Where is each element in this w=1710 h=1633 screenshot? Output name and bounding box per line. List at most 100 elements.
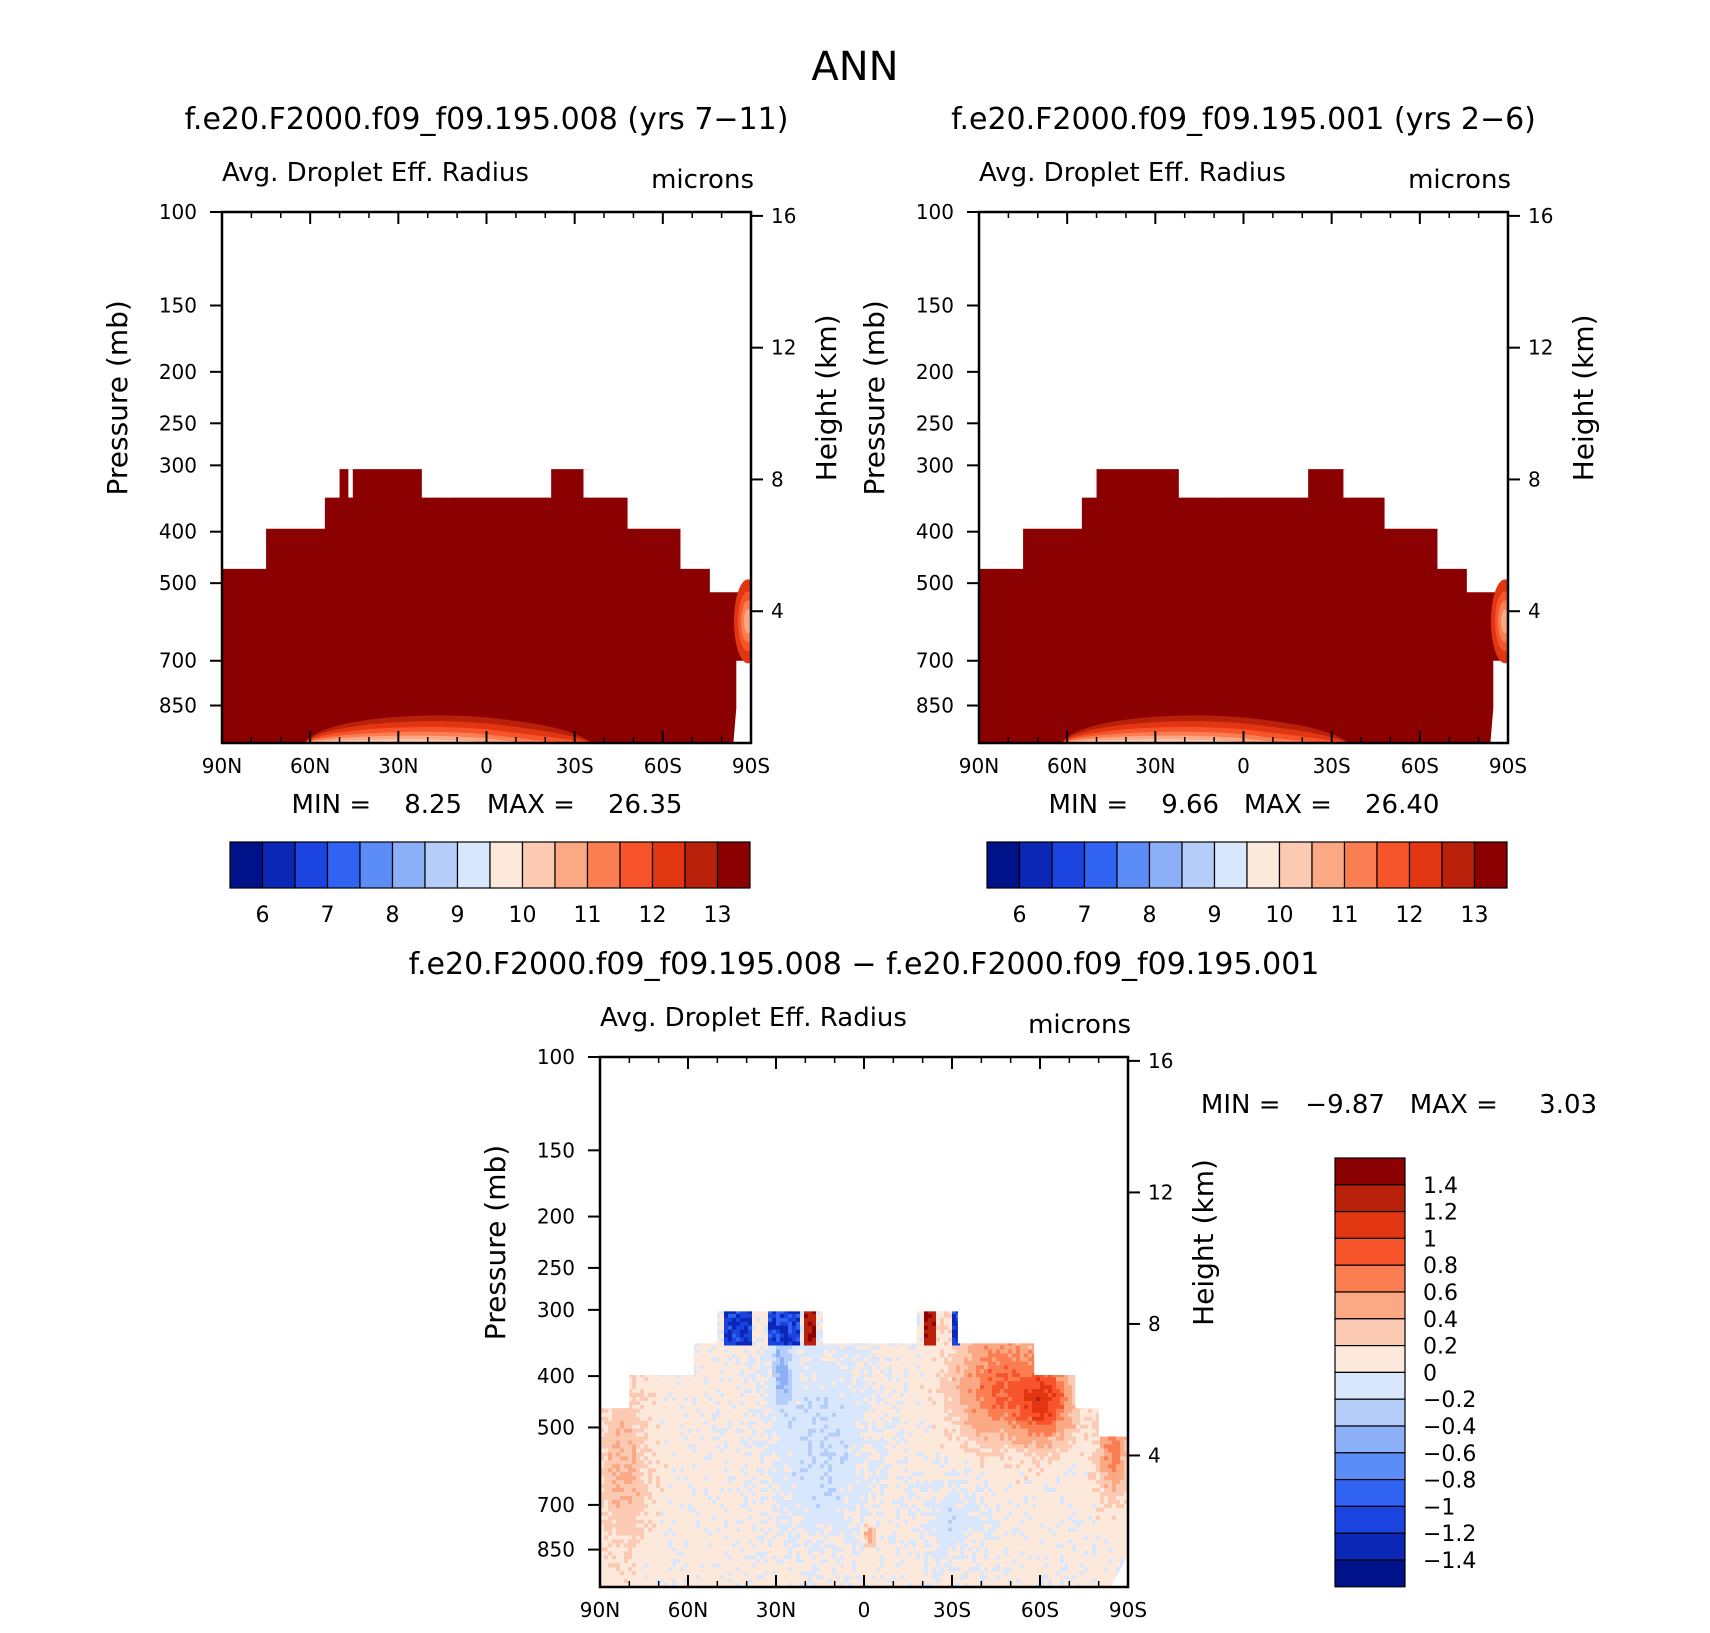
- contour-cell: [644, 1337, 649, 1343]
- contour-cell: [600, 1519, 605, 1525]
- contour-cell: [712, 1381, 717, 1386]
- contour-cell: [740, 1480, 745, 1485]
- contour-cell: [804, 1495, 809, 1501]
- contour-cell: [824, 1448, 829, 1453]
- contour-cell: [628, 1385, 633, 1390]
- contour-cell: [744, 1313, 749, 1319]
- contour-cell: [808, 1499, 813, 1505]
- contour-cell: [688, 1440, 693, 1446]
- contour-cell: [864, 1499, 869, 1505]
- contour-cell: [636, 1353, 641, 1358]
- contour-cell: [848, 1325, 853, 1331]
- contour-cell: [748, 1488, 753, 1493]
- contour-cell: [764, 1424, 769, 1430]
- contour-cell: [700, 1424, 705, 1430]
- contour-cell: [812, 1468, 817, 1473]
- contour-cell: [688, 1583, 693, 1587]
- contour-cell: [752, 1559, 757, 1564]
- contour-cell: [660, 1432, 665, 1438]
- contour-cell: [620, 1444, 625, 1450]
- contour-cell: [624, 1365, 629, 1370]
- contour-cell: [672, 1345, 677, 1351]
- contour-cell: [764, 1369, 769, 1374]
- contour-cell: [760, 1333, 765, 1339]
- contour-cell: [768, 1313, 773, 1319]
- contour-cell: [664, 1495, 669, 1501]
- contour-cell: [696, 1555, 701, 1560]
- contour-cell: [740, 1563, 745, 1568]
- contour-cell: [600, 1499, 605, 1505]
- contour-cell: [696, 1349, 701, 1355]
- contour-cell: [828, 1357, 833, 1362]
- contour-cell: [640, 1579, 645, 1584]
- contour-cell: [620, 1523, 625, 1529]
- contour-cell: [600, 1480, 605, 1485]
- contour-cell: [848, 1468, 853, 1473]
- contour-cell: [796, 1373, 801, 1378]
- contour-cell: [808, 1349, 813, 1355]
- contour-cell: [664, 1420, 669, 1426]
- contour-cell: [756, 1325, 761, 1331]
- contour-cell: [860, 1535, 865, 1541]
- contour-cell: [624, 1345, 629, 1351]
- contour-cell: [836, 1448, 841, 1453]
- contour-cell: [776, 1345, 781, 1351]
- contour-cell: [824, 1559, 829, 1564]
- contour-cell: [652, 1503, 657, 1509]
- contour-cell: [668, 1349, 673, 1355]
- contour-cell: [856, 1389, 861, 1394]
- contour-cell: [736, 1341, 741, 1347]
- contour-cell: [828, 1511, 833, 1517]
- contour-cell: [736, 1480, 741, 1485]
- contour-cell: [644, 1317, 649, 1323]
- contour-cell: [672, 1325, 677, 1331]
- contour-cell: [804, 1345, 809, 1351]
- contour-cell: [672, 1317, 677, 1323]
- contour-cell: [872, 1464, 877, 1469]
- contour-cell: [848, 1432, 853, 1438]
- contour-cell: [860, 1329, 865, 1335]
- contour-cell: [812, 1484, 817, 1489]
- contour-cell: [788, 1329, 793, 1335]
- contour-cell: [744, 1511, 749, 1517]
- contour-cell: [604, 1484, 609, 1489]
- contour-cell: [808, 1389, 813, 1394]
- contour-cell: [644, 1507, 649, 1513]
- contour-cell: [640, 1408, 645, 1414]
- contour-cell: [716, 1495, 721, 1501]
- contour-cell: [616, 1325, 621, 1331]
- contour-cell: [724, 1313, 729, 1319]
- contour-cell: [860, 1349, 865, 1355]
- contour-cell: [672, 1464, 677, 1469]
- contour-cell: [692, 1393, 697, 1398]
- contour-cell: [660, 1491, 665, 1497]
- contour-cell: [688, 1555, 693, 1560]
- contour-cell: [868, 1452, 873, 1457]
- contour-cell: [836, 1365, 841, 1370]
- contour-cell: [852, 1543, 857, 1549]
- contour-cell: [720, 1329, 725, 1335]
- contour-cell: [876, 1472, 881, 1477]
- contour-cell: [724, 1412, 729, 1418]
- contour-cell: [856, 1551, 861, 1556]
- contour-cell: [784, 1440, 789, 1446]
- contour-cell: [868, 1559, 873, 1564]
- contour-cell: [672, 1396, 677, 1402]
- contour-cell: [844, 1527, 849, 1533]
- contour-cell: [764, 1480, 769, 1485]
- contour-cell: [656, 1472, 661, 1477]
- contour-cell: [784, 1511, 789, 1517]
- contour-cell: [800, 1507, 805, 1513]
- contour-cell: [748, 1515, 753, 1521]
- contour-cell: [812, 1404, 817, 1410]
- contour-cell: [772, 1325, 777, 1331]
- contour-cell: [700, 1420, 705, 1426]
- contour-cell: [600, 1428, 605, 1434]
- contour-cell: [760, 1547, 765, 1552]
- contour-cell: [716, 1321, 721, 1327]
- contour-cell: [864, 1448, 869, 1453]
- contour-cell: [828, 1396, 833, 1402]
- contour-cell: [616, 1311, 621, 1315]
- contour-cell: [872, 1456, 877, 1461]
- contour-cell: [744, 1329, 749, 1335]
